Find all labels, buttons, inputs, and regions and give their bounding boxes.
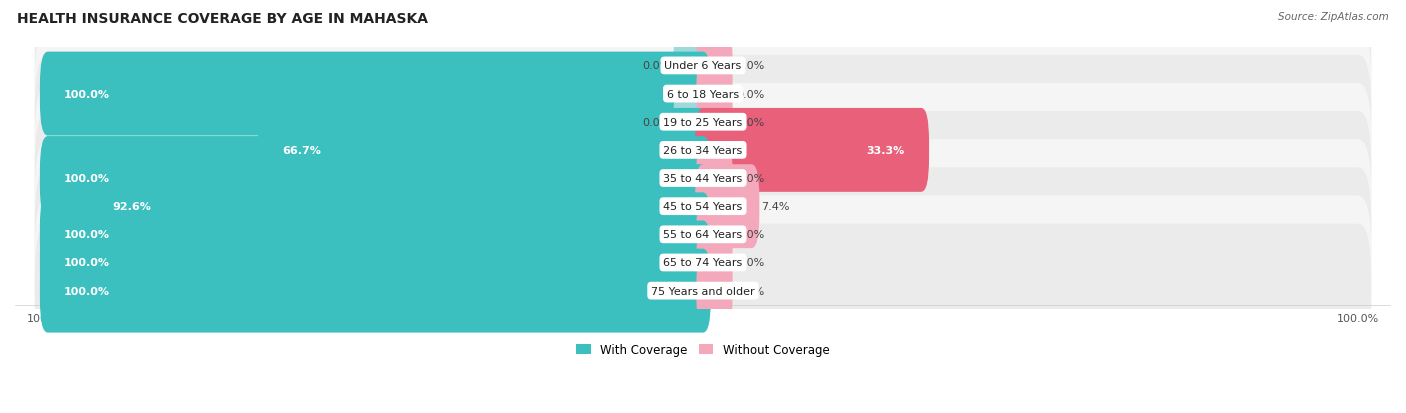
FancyBboxPatch shape: [673, 86, 710, 159]
FancyBboxPatch shape: [696, 227, 733, 299]
Text: 100.0%: 100.0%: [65, 230, 110, 240]
Text: 0.0%: 0.0%: [735, 61, 763, 71]
FancyBboxPatch shape: [35, 224, 1371, 361]
Text: 0.0%: 0.0%: [735, 117, 763, 128]
Text: 19 to 25 Years: 19 to 25 Years: [664, 117, 742, 128]
Text: 100.0%: 100.0%: [65, 89, 110, 100]
FancyBboxPatch shape: [695, 165, 759, 249]
Text: HEALTH INSURANCE COVERAGE BY AGE IN MAHASKA: HEALTH INSURANCE COVERAGE BY AGE IN MAHA…: [17, 12, 427, 26]
FancyBboxPatch shape: [673, 30, 710, 102]
Text: 0.0%: 0.0%: [735, 89, 763, 100]
Text: 0.0%: 0.0%: [735, 173, 763, 184]
Text: 55 to 64 Years: 55 to 64 Years: [664, 230, 742, 240]
Text: 100.0%: 100.0%: [65, 286, 110, 296]
FancyBboxPatch shape: [696, 199, 733, 271]
Text: Source: ZipAtlas.com: Source: ZipAtlas.com: [1278, 12, 1389, 22]
FancyBboxPatch shape: [696, 142, 733, 215]
Text: 0.0%: 0.0%: [735, 258, 763, 268]
FancyBboxPatch shape: [35, 140, 1371, 277]
Legend: With Coverage, Without Coverage: With Coverage, Without Coverage: [572, 338, 834, 361]
FancyBboxPatch shape: [39, 52, 711, 136]
FancyBboxPatch shape: [35, 112, 1371, 249]
Text: 0.0%: 0.0%: [735, 230, 763, 240]
FancyBboxPatch shape: [35, 196, 1371, 333]
Text: 0.0%: 0.0%: [643, 117, 671, 128]
FancyBboxPatch shape: [39, 137, 711, 221]
FancyBboxPatch shape: [35, 0, 1371, 136]
FancyBboxPatch shape: [696, 58, 733, 131]
FancyBboxPatch shape: [259, 109, 711, 192]
FancyBboxPatch shape: [35, 28, 1371, 164]
Text: 35 to 44 Years: 35 to 44 Years: [664, 173, 742, 184]
Text: 33.3%: 33.3%: [866, 145, 905, 156]
FancyBboxPatch shape: [89, 165, 711, 249]
FancyBboxPatch shape: [35, 168, 1371, 305]
Text: 45 to 54 Years: 45 to 54 Years: [664, 202, 742, 212]
Text: Under 6 Years: Under 6 Years: [665, 61, 741, 71]
Text: 0.0%: 0.0%: [735, 286, 763, 296]
Text: 75 Years and older: 75 Years and older: [651, 286, 755, 296]
Text: 65 to 74 Years: 65 to 74 Years: [664, 258, 742, 268]
Text: 0.0%: 0.0%: [643, 61, 671, 71]
FancyBboxPatch shape: [35, 84, 1371, 221]
FancyBboxPatch shape: [696, 255, 733, 327]
FancyBboxPatch shape: [696, 86, 733, 159]
FancyBboxPatch shape: [35, 56, 1371, 192]
Text: 100.0%: 100.0%: [65, 258, 110, 268]
Text: 66.7%: 66.7%: [283, 145, 321, 156]
FancyBboxPatch shape: [696, 30, 733, 102]
FancyBboxPatch shape: [695, 109, 929, 192]
Text: 92.6%: 92.6%: [112, 202, 152, 212]
FancyBboxPatch shape: [39, 249, 711, 333]
Text: 100.0%: 100.0%: [65, 173, 110, 184]
Text: 7.4%: 7.4%: [761, 202, 790, 212]
FancyBboxPatch shape: [39, 193, 711, 277]
FancyBboxPatch shape: [39, 221, 711, 305]
Text: 26 to 34 Years: 26 to 34 Years: [664, 145, 742, 156]
Text: 6 to 18 Years: 6 to 18 Years: [666, 89, 740, 100]
